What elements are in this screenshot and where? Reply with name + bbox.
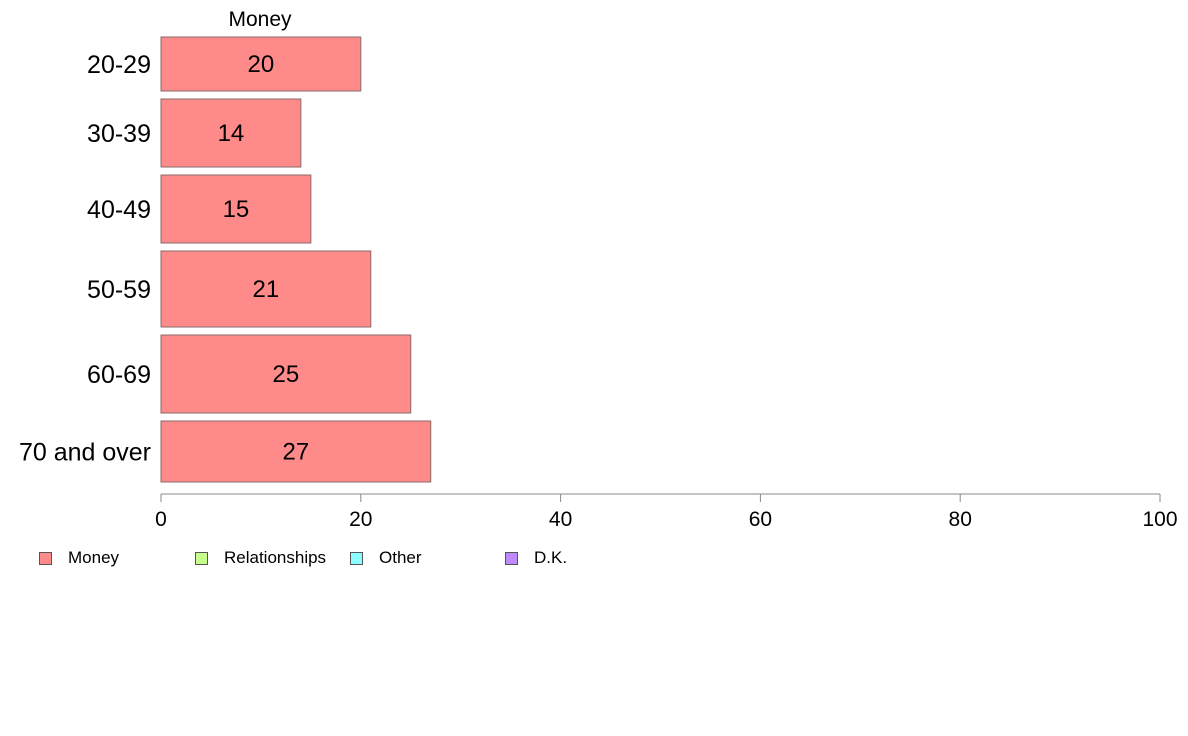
x-tick-label: 20 (349, 508, 372, 531)
category-label: 30-39 (87, 120, 151, 148)
category-label: 50-59 (87, 276, 151, 304)
bar-value-label: 14 (218, 120, 245, 147)
bar-40-49 (160, 174, 312, 244)
category-label: 70 and over (19, 439, 151, 467)
bar-value-label: 27 (283, 439, 310, 466)
x-tick-label: 0 (155, 508, 167, 531)
bar-value-label: 21 (253, 276, 280, 303)
legend-label-money: Money (68, 548, 120, 567)
legend-label-other: Other (379, 548, 422, 567)
bar-60-69 (160, 334, 412, 414)
panel-title: Money (228, 8, 292, 31)
x-tick-label: 80 (949, 508, 972, 531)
bar-value-label: 15 (223, 196, 250, 223)
bar-70-and-over (160, 420, 432, 483)
x-tick-label: 40 (549, 508, 572, 531)
bar-value-label: 20 (248, 51, 275, 78)
legend: Money Relationships Other D.K. (0, 546, 1188, 570)
legend-item-other: Other (350, 546, 422, 570)
bar-20-29 (160, 36, 362, 92)
legend-swatch-money (39, 551, 52, 565)
bar-value-label: 25 (273, 361, 300, 388)
category-labels: 20-29 30-39 40-49 50-59 60-69 70 and over (19, 51, 151, 467)
legend-label-relationships: Relationships (224, 548, 327, 567)
legend-item-dk: D.K. (505, 546, 567, 570)
category-label: 20-29 (87, 51, 151, 79)
category-label: 60-69 (87, 361, 151, 389)
legend-label-dk: D.K. (534, 548, 568, 567)
legend-item-money: Money (39, 546, 119, 570)
legend-swatch-other (350, 551, 363, 565)
bar-30-39 (160, 98, 302, 168)
legend-swatch-relationships (195, 551, 208, 565)
bar-50-59 (160, 250, 372, 328)
x-tick-label: 100 (1142, 508, 1177, 531)
x-axis: 0 20 40 60 80 100 (155, 493, 1178, 531)
x-tick-label: 60 (749, 508, 772, 531)
category-label: 40-49 (87, 196, 151, 224)
legend-item-relationships: Relationships (195, 546, 326, 570)
legend-swatch-dk (505, 551, 518, 565)
bars-group: 20 14 15 21 25 27 (160, 36, 432, 483)
